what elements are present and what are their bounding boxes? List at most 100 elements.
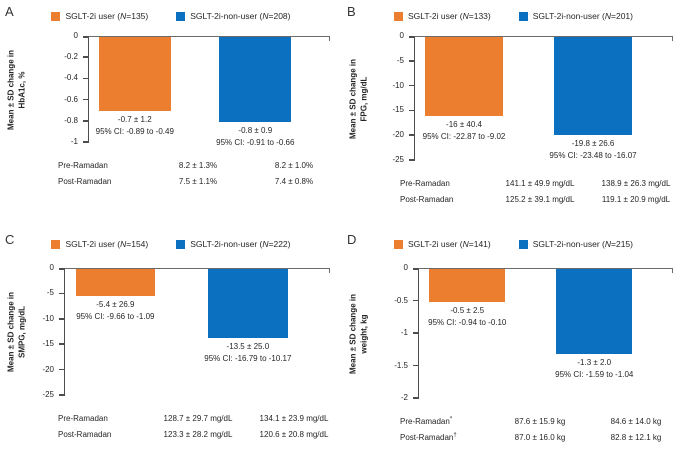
legend-label: SGLT-2i user (N=141) [407,239,491,249]
bar-annotation: -16 ± 40.4 95% CI: -22.87 to -9.02 [423,119,506,143]
bar-ci-label: 95% CI: -16.79 to -10.17 [204,354,292,363]
y-tick-mark [83,36,88,38]
bar-annotation: -5.4 ± 26.9 95% CI: -9.66 to -1.09 [76,299,154,323]
cell-value: 87.6 ± 15.9 kg [514,417,566,426]
y-tick-label: -10 [392,80,404,90]
table-row: Post-Ramadan† 87.0 ± 16.0 kg 82.8 ± 12.1… [342,431,685,444]
cell-value: 120.6 ± 20.8 mg/dL [259,430,329,439]
y-tick-label: 0 [49,263,54,272]
y-tick-label: -1 [400,328,408,337]
summary-table: Pre-Ramadan 141.1 ± 49.9 mg/dL 138.9 ± 2… [342,177,685,206]
legend: SGLT-2i user (N=133) SGLT-2i-non-user (N… [342,10,685,22]
bar-value-label: -16 ± 40.4 [446,120,482,129]
bar-ci-label: 95% CI: -0.89 to -0.49 [95,127,174,136]
panel-letter: C [5,232,15,247]
y-tick-mark [83,56,88,58]
row-label: Pre-Ramadan [58,161,108,170]
bar-value-label: -19.8 ± 26.6 [571,139,615,148]
y-tick-label: -10 [42,313,54,323]
y-tick-mark [413,299,418,302]
table-row: Post-Ramadan 7.5 ± 1.1% 7.4 ± 0.8% [0,175,342,188]
bar-value-label: -0.5 ± 2.5 [450,306,485,315]
plot-area: -0.5 ± 2.5 95% CI: -0.94 to -0.10 -1.3 ±… [418,268,673,399]
y-tick-label: -0.6 [64,94,78,104]
legend-label: SGLT-2i-non-user (N=215) [532,239,633,249]
bar-annotation: -0.5 ± 2.5 95% CI: -0.94 to -0.10 [428,305,506,329]
legend-label: SGLT-2i user (N=135) [65,11,149,21]
bar-annotation: -0.8 ± 0.9 95% CI: -0.91 to -0.66 [216,125,294,149]
cell-value: 8.2 ± 1.0% [274,161,314,170]
legend-item-sglt2i-user: SGLT-2i user (N=141) [393,238,491,250]
cell-value: 87.0 ± 16.0 kg [514,433,566,442]
y-tick-mark [413,332,418,334]
y-axis-ticks: 0 -0.5 -1 -1.5 -2 [342,263,418,402]
cell-value: 82.8 ± 12.1 kg [610,433,662,442]
cell-value: 119.1 ± 20.9 mg/dL [601,195,671,204]
cell-value: 8.2 ± 1.3% [178,161,218,170]
bar-ci-label: 95% CI: -23.48 to -16.07 [549,151,637,160]
plot-area: -0.7 ± 1.2 95% CI: -0.89 to -0.49 -0.8 ±… [88,36,330,147]
bar-ci-label: 95% CI: -1.59 to -1.04 [555,370,634,379]
cell-value: 128.7 ± 29.7 mg/dL [163,414,233,423]
bar-value-label: -0.8 ± 0.9 [238,126,273,135]
row-label: Post-Ramadan [58,177,112,186]
row-label: Pre-Ramadan [400,179,450,188]
legend-swatch-blue [176,239,186,249]
cell-value: 7.4 ± 0.8% [274,177,314,186]
x-axis-end-tick [671,37,673,41]
summary-table: Pre-Ramadan* 87.6 ± 15.9 kg 84.6 ± 14.0 … [342,415,685,444]
cell-value: 134.1 ± 23.9 mg/dL [259,414,329,423]
table-row: Pre-Ramadan 141.1 ± 49.9 mg/dL 138.9 ± 2… [342,177,685,190]
cell-value: 125.2 ± 39.1 mg/dL [505,195,575,204]
legend-item-sglt2i-non-user: SGLT-2i-non-user (N=201) [518,10,633,22]
y-tick-mark [59,292,64,295]
panel-d: D SGLT-2i user (N=141) SGLT-2i-non-user … [342,228,685,456]
bar-sglt2i-user [75,269,156,296]
cell-value: 7.5 ± 1.1% [178,177,218,186]
bar-sglt2i-non-user [556,269,633,354]
y-tick-label: -2 [400,393,408,402]
y-tick-label: -15 [392,105,404,115]
cell-value: 138.9 ± 26.3 mg/dL [601,179,671,188]
panel-a: A SGLT-2i user (N=135) SGLT-2i-non-user … [0,0,342,228]
panel-b: B SGLT-2i user (N=133) SGLT-2i-non-user … [342,0,685,228]
y-tick-mark [59,394,64,396]
legend-item-sglt2i-user: SGLT-2i user (N=133) [393,10,491,22]
chart-area: Mean ± SD change in HbA1c, % 0 -0.2 -0.4 -0… [0,31,342,147]
bar-value-label: -13.5 ± 25.0 [226,342,270,351]
legend: SGLT-2i user (N=154) SGLT-2i-non-user (N… [0,238,342,250]
y-tick-mark [413,268,418,270]
y-tick-mark [409,60,414,62]
bar-ci-label: 95% CI: -0.94 to -0.10 [428,318,507,327]
cell-value: 123.3 ± 28.2 mg/dL [163,430,233,439]
y-tick-mark [83,98,88,101]
panel-letter: D [347,232,357,247]
y-tick-mark [413,397,418,399]
row-label: Post-Ramadan [400,195,454,204]
row-label: Post-Ramadan† [400,432,457,442]
y-axis-ticks: 0 -5 -10 -15 -20 -25 [0,263,64,399]
legend-swatch-orange [51,11,61,21]
y-axis-ticks: 0 -5 -10 -15 -20 -25 [342,31,414,164]
legend-swatch-blue [518,239,528,249]
bar-value-label: -0.7 ± 1.2 [117,115,152,124]
legend: SGLT-2i user (N=135) SGLT-2i-non-user (N… [0,10,342,22]
y-tick-label: -20 [42,364,54,374]
row-label: Pre-Ramadan* [400,416,453,426]
y-tick-mark [409,134,414,136]
panel-letter: A [5,4,14,19]
y-tick-mark [409,159,414,161]
legend-swatch-blue [176,11,186,21]
y-tick-mark [59,318,64,320]
row-label: Post-Ramadan [58,430,112,439]
summary-table: Pre-Ramadan 128.7 ± 29.7 mg/dL 134.1 ± 2… [0,412,342,441]
summary-table: Pre-Ramadan 8.2 ± 1.3% 8.2 ± 1.0% Post-R… [0,159,342,188]
y-tick-label: -1.5 [394,360,408,370]
legend-swatch-orange [393,11,403,21]
y-axis-ticks: 0 -0.2 -0.4 -0.6 -0.8 -1 [0,31,88,146]
bar-value-label: -1.3 ± 2.0 [577,358,612,367]
table-row: Post-Ramadan 125.2 ± 39.1 mg/dL 119.1 ± … [342,193,685,206]
legend-swatch-blue [518,11,528,21]
legend-label: SGLT-2i user (N=154) [65,239,149,249]
